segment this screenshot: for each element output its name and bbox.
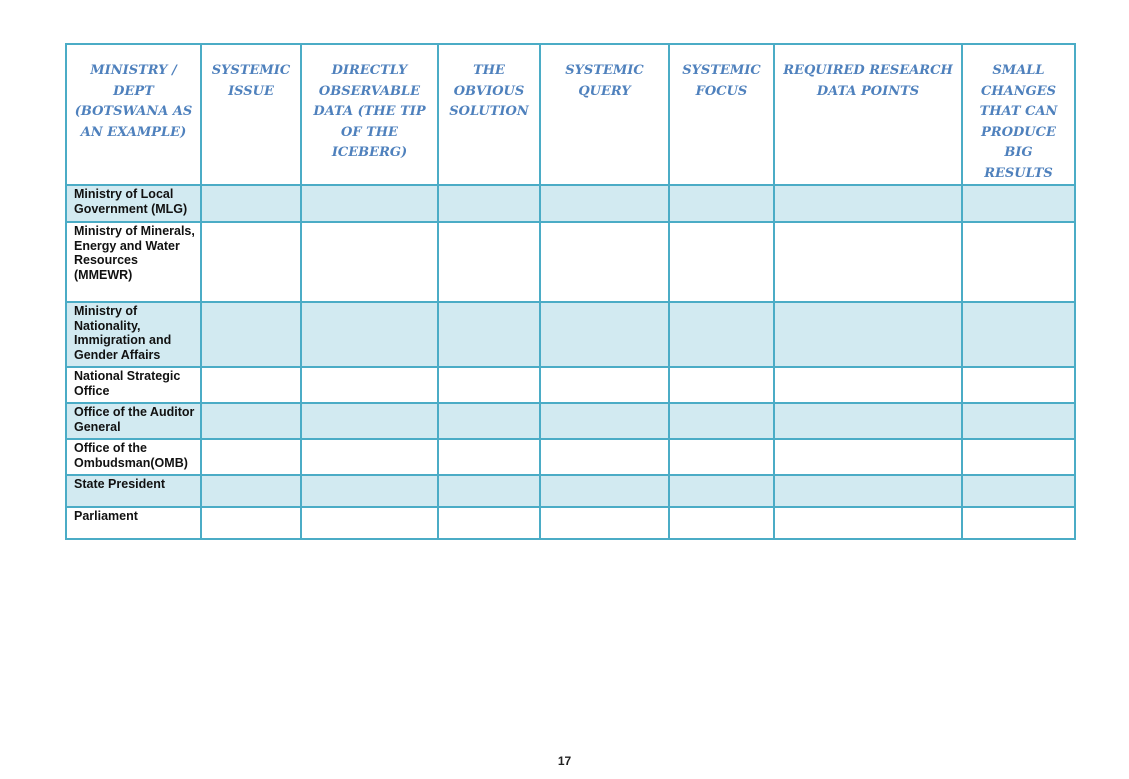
table-cell [539,221,670,303]
ministry-name: Ministry of Local Government (MLG) [65,184,202,223]
table-cell [539,301,670,368]
table-cell [961,221,1076,303]
ministry-name: Office of the Ombudsman(OMB) [65,438,202,476]
table-cell [773,366,963,404]
ministry-name: National Strategic Office [65,366,202,404]
header-row: MINISTRY / DEPT (BOTSWANA AS AN EXAMPLE)… [65,43,1076,186]
table-cell [961,474,1076,508]
table-cell [300,221,439,303]
table-cell [961,301,1076,368]
table-cell [437,366,541,404]
table-cell [437,438,541,476]
ministry-name: State President [65,474,202,508]
table-cell [200,402,302,440]
table-cell [200,506,302,540]
table-row: State President [65,474,1076,508]
table-cell [300,301,439,368]
table-row: Ministry of Nationality, Immigration and… [65,301,1076,368]
table-cell [437,301,541,368]
column-header: MINISTRY / DEPT (BOTSWANA AS AN EXAMPLE) [65,43,202,186]
table-cell [300,438,439,476]
table-cell [668,184,775,223]
column-header: SYSTEMIC FOCUS [668,43,775,186]
table-cell [773,402,963,440]
table-cell [773,221,963,303]
ministry-name: Parliament [65,506,202,540]
table-row: National Strategic Office [65,366,1076,404]
table-cell [437,221,541,303]
table-cell [539,184,670,223]
table-row: Parliament [65,506,1076,540]
table-cell [437,474,541,508]
table-cell [200,184,302,223]
table-cell [668,366,775,404]
table-cell [437,402,541,440]
table-cell [961,506,1076,540]
table-cell [300,184,439,223]
table-row: Office of the Ombudsman(OMB) [65,438,1076,476]
page-number: 17 [557,754,572,768]
table-cell [437,506,541,540]
column-header: SYSTEMIC QUERY [539,43,670,186]
table-row: Ministry of Minerals, Energy and Water R… [65,221,1076,303]
table-cell [200,221,302,303]
table-cell [539,438,670,476]
table-cell [668,438,775,476]
table-cell [300,474,439,508]
table-cell [961,366,1076,404]
table-cell [961,184,1076,223]
table-cell [773,184,963,223]
table-cell [961,402,1076,440]
table-cell [668,402,775,440]
table-cell [539,474,670,508]
table-cell [668,221,775,303]
ministry-name: Ministry of Minerals, Energy and Water R… [65,221,202,303]
table-row: Ministry of Local Government (MLG) [65,184,1076,223]
ministry-systemic-table: MINISTRY / DEPT (BOTSWANA AS AN EXAMPLE)… [65,43,1076,540]
column-header: THE OBVIOUS SOLUTION [437,43,541,186]
table-cell [668,506,775,540]
table-cell [668,301,775,368]
table-cell [200,366,302,404]
table-cell [539,402,670,440]
table-cell [200,438,302,476]
table-row: Office of the Auditor General [65,402,1076,440]
table-cell [773,474,963,508]
table-cell [668,474,775,508]
table-cell [539,366,670,404]
table-cell [773,438,963,476]
table-cell [773,506,963,540]
table-cell [200,474,302,508]
table-cell [961,438,1076,476]
table-cell [300,506,439,540]
column-header: SMALL CHANGES THAT CAN PRODUCE BIG RESUL… [961,43,1076,186]
table-cell [539,506,670,540]
table-cell [300,366,439,404]
table-cell [773,301,963,368]
column-header: DIRECTLY OBSERVABLE DATA (THE TIP OF THE… [300,43,439,186]
column-header: REQUIRED RESEARCH DATA POINTS [773,43,963,186]
table-cell [437,184,541,223]
ministry-name: Ministry of Nationality, Immigration and… [65,301,202,368]
table-cell [200,301,302,368]
table-cell [300,402,439,440]
column-header: SYSTEMIC ISSUE [200,43,302,186]
ministry-name: Office of the Auditor General [65,402,202,440]
